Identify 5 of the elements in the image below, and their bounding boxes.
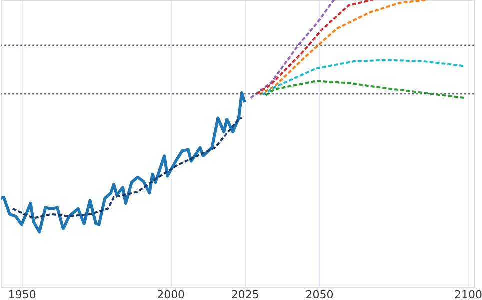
x-tick-label: 2100: [454, 288, 482, 300]
x-tick-label: 2025: [231, 288, 260, 300]
x-tick-label: 2050: [306, 288, 334, 300]
x-tick-label: 1950: [8, 288, 36, 300]
x-tick-label: 2000: [157, 288, 186, 300]
